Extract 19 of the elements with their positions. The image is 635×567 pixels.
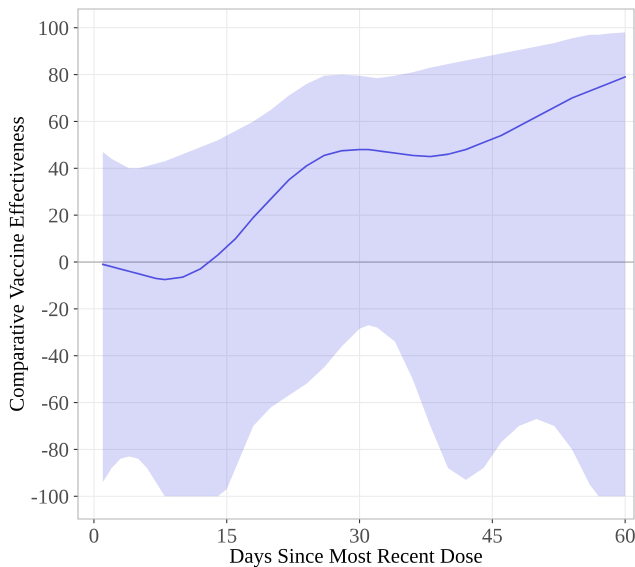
y-tick-label: 60 xyxy=(49,114,68,129)
y-tick-label: -80 xyxy=(42,442,68,457)
y-tick-label: -100 xyxy=(32,490,68,504)
x-tick-label: 30 xyxy=(350,528,370,543)
y-tick-label: 0 xyxy=(59,255,68,270)
x-axis-title: Days Since Most Recent Dose xyxy=(230,548,482,567)
y-tick-label: 40 xyxy=(48,162,68,176)
x-tick-label: 60 xyxy=(616,528,635,543)
y-tick-label: -20 xyxy=(42,302,68,316)
x-tick-label: 15 xyxy=(218,528,236,543)
y-tick-label: 20 xyxy=(49,208,68,223)
x-tick-label: 45 xyxy=(482,528,502,543)
line-series xyxy=(102,76,626,280)
y-tick-label: 100 xyxy=(40,21,68,36)
y-tick-label: 80 xyxy=(48,68,68,82)
x-tick-label: 0 xyxy=(90,528,98,543)
y-tick-label: -40 xyxy=(42,349,68,364)
y-axis-title: Comparative Vaccine Effectiveness xyxy=(8,117,28,411)
y-tick-label: -60 xyxy=(42,396,68,410)
